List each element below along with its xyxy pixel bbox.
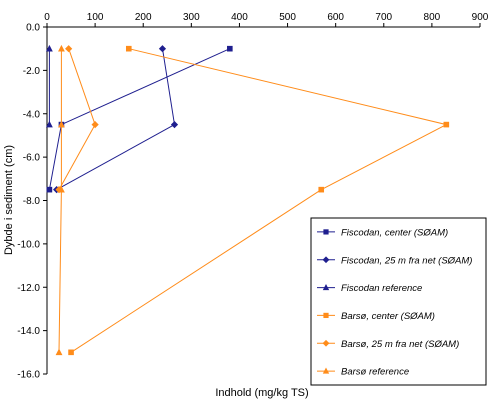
series-5 xyxy=(55,45,99,194)
marker-square xyxy=(227,45,233,52)
series-3 xyxy=(46,44,53,128)
legend-entry: Barsø reference xyxy=(317,367,409,378)
series-line xyxy=(58,48,62,353)
y-tick-label: -10.0 xyxy=(17,239,40,250)
y-tick-label: -14.0 xyxy=(17,326,40,337)
legend: Fiscodan, center (SØAM) Fiscodan, 25 m fr… xyxy=(310,217,487,386)
marker-square xyxy=(323,312,329,319)
marker-diamond xyxy=(91,120,99,129)
legend-label: Barsø, center (SØAM) xyxy=(341,311,435,322)
x-tick-label: 0 xyxy=(44,12,50,23)
x-tick-label: 200 xyxy=(135,12,152,23)
x-tick-label: 500 xyxy=(279,12,296,23)
marker-square xyxy=(125,45,132,52)
marker-triangle xyxy=(322,367,330,374)
axes: 0 100 200 300 400 500 600 700 800 900 0.0 -2.0 -4.0 -… xyxy=(17,12,489,381)
legend-label: Fiscodan, 25 m fra net (SØAM) xyxy=(341,255,472,266)
marker-triangle xyxy=(58,120,65,128)
x-tick-label: 600 xyxy=(327,12,344,23)
marker-triangle xyxy=(46,120,53,128)
x-tick-label: 900 xyxy=(472,12,489,23)
legend-entry: Fiscodan reference xyxy=(317,283,422,294)
marker-triangle xyxy=(58,185,65,193)
legend-entry: Fiscodan, center (SØAM) xyxy=(317,227,448,238)
y-tick-label: -8.0 xyxy=(23,196,41,207)
legend-label: Barsø reference xyxy=(341,367,409,378)
x-tick-label: 800 xyxy=(424,12,441,23)
y-tick-label: -2.0 xyxy=(23,66,41,77)
y-tick-label: -12.0 xyxy=(17,283,40,294)
series-line xyxy=(70,48,448,353)
marker-triangle xyxy=(322,283,330,291)
y-tick-label: -4.0 xyxy=(23,109,41,120)
marker-diamond xyxy=(322,339,330,347)
y-tick-label: -6.0 xyxy=(23,153,41,164)
marker-triangle xyxy=(55,348,63,356)
legend-label: Fiscodan reference xyxy=(341,283,422,294)
marker-square xyxy=(443,121,450,128)
marker-diamond xyxy=(322,256,330,264)
series-6 xyxy=(55,44,65,356)
legend-label: Barsø, 25 m fra net (SØAM) xyxy=(341,339,459,350)
legend-box xyxy=(310,217,487,386)
marker-square xyxy=(318,186,325,193)
marker-square xyxy=(323,229,329,235)
y-tick-label: -16.0 xyxy=(17,370,40,381)
marker-diamond xyxy=(158,45,167,53)
series-4 xyxy=(68,45,450,356)
marker-diamond xyxy=(65,45,73,53)
marker-triangle xyxy=(58,44,65,52)
marker-triangle xyxy=(46,44,53,52)
legend-entry: Fiscodan, 25 m fra net (SØAM) xyxy=(317,255,472,266)
marker-diamond xyxy=(170,120,179,129)
x-axis-title: Indhold (mg/kg TS) xyxy=(215,387,308,399)
legend-entry: Barsø, 25 m fra net (SØAM) xyxy=(317,339,459,350)
x-tick-label: 300 xyxy=(183,12,200,23)
y-tick-label: 0.0 xyxy=(26,23,40,34)
marker-square xyxy=(46,186,53,193)
y-axis-title: Dybde i sediment (cm) xyxy=(3,145,15,255)
series-layer xyxy=(46,44,450,356)
x-tick-label: 700 xyxy=(375,12,392,23)
legend-label: Fiscodan, center (SØAM) xyxy=(341,227,448,238)
x-tick-label: 100 xyxy=(87,12,104,23)
x-tick-label: 400 xyxy=(231,12,248,23)
legend-entry: Barsø, center (SØAM) xyxy=(317,311,435,322)
marker-square xyxy=(68,349,74,356)
